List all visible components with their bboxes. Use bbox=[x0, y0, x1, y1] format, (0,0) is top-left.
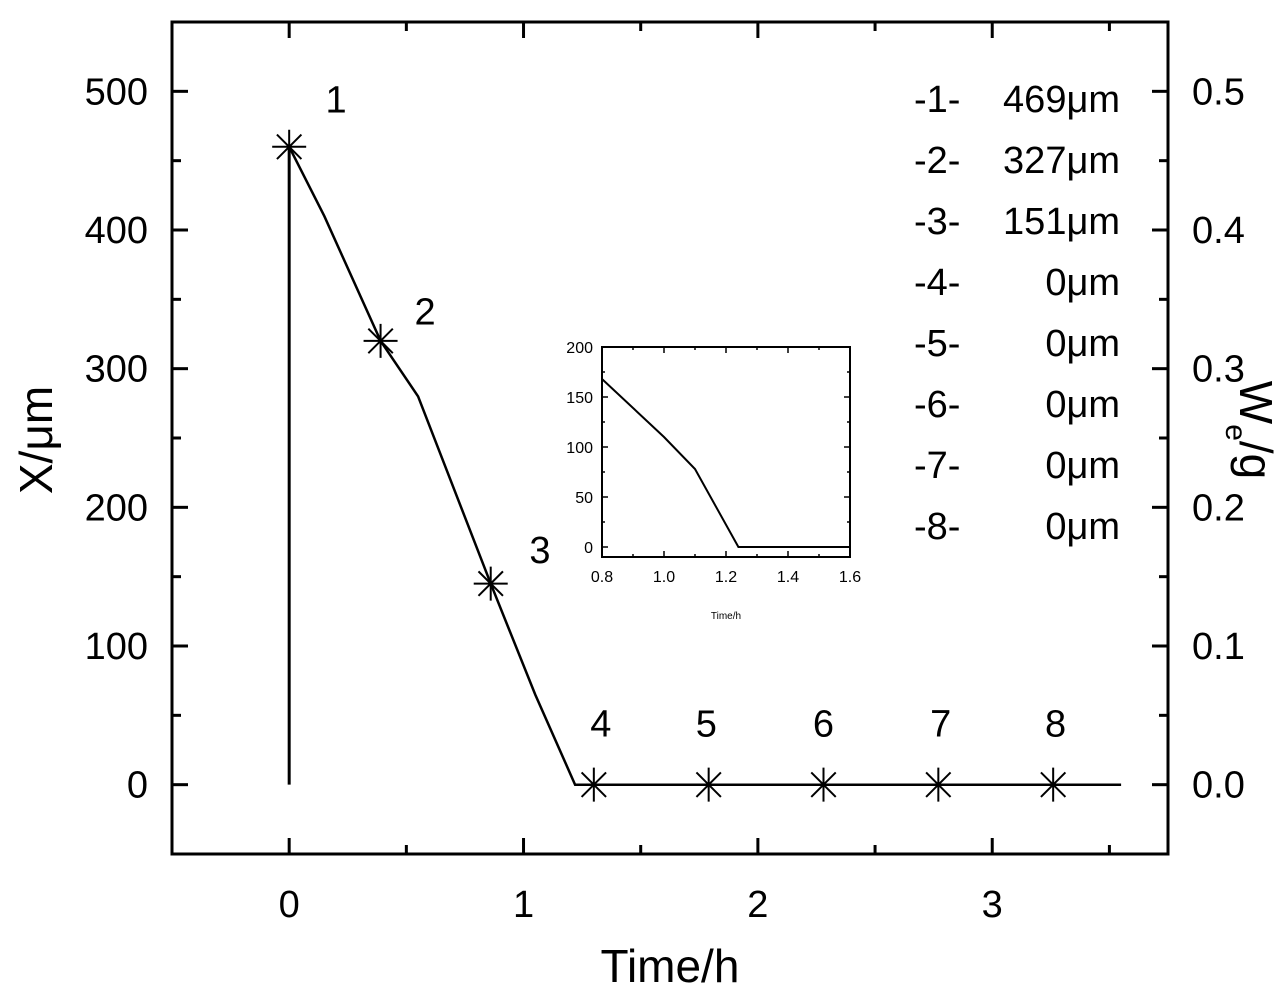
main-data-layer bbox=[272, 129, 1122, 802]
asterisk-stroke bbox=[806, 767, 841, 802]
legend-entry-id: -1- bbox=[914, 79, 960, 121]
inset-axis-tick-labels: 0.8 1.0 1.2 1.4 1.6 0 50 100 150 200 bbox=[566, 340, 861, 586]
legend-entry-value: 0μm bbox=[1045, 262, 1120, 304]
point-label: 5 bbox=[696, 703, 717, 745]
inset-y-tick-label: 200 bbox=[566, 340, 593, 357]
legend-entry-id: -3- bbox=[914, 201, 960, 243]
asterisk-marker bbox=[921, 767, 956, 802]
inset-x-tick-label: 0.8 bbox=[591, 569, 613, 586]
asterisk-stroke bbox=[473, 566, 508, 601]
x-tick-label: 0 bbox=[279, 884, 300, 926]
legend-entry-id: -5- bbox=[914, 323, 960, 365]
legend-entry-value: 327μm bbox=[1003, 140, 1120, 182]
legend-entry-id: -6- bbox=[914, 384, 960, 426]
legend-entry-value: 151μm bbox=[1003, 201, 1120, 243]
y-tick-label: 500 bbox=[85, 71, 148, 113]
y2-tick-label: 0.1 bbox=[1192, 626, 1245, 668]
point-label: 6 bbox=[813, 703, 834, 745]
y-tick-label: 200 bbox=[85, 487, 148, 529]
legend: -1- 469μm -2- 327μm -3- 151μm -4- 0μm -5- 0μm -6- 0… bbox=[914, 79, 1120, 548]
asterisk-marker bbox=[691, 767, 726, 802]
y-tick-label: 0 bbox=[127, 765, 148, 807]
asterisk-stroke bbox=[691, 767, 726, 802]
asterisk-stroke bbox=[1036, 767, 1071, 802]
y2-tick-label: 0.0 bbox=[1192, 765, 1245, 807]
y-axis-title: X/μm bbox=[10, 386, 62, 494]
inset-x-axis-title: Time/h bbox=[711, 611, 741, 622]
inset-y-tick-label: 100 bbox=[566, 440, 593, 457]
legend-entry-value: 0μm bbox=[1045, 384, 1120, 426]
asterisk-stroke bbox=[272, 129, 307, 164]
inset-axis-ticks bbox=[601, 346, 851, 557]
y-tick-label: 400 bbox=[85, 210, 148, 252]
point-label: 2 bbox=[415, 291, 436, 333]
inset-x-tick-label: 1.0 bbox=[653, 569, 675, 586]
asterisk-marker bbox=[1036, 767, 1071, 802]
inset-y-tick-label: 150 bbox=[566, 390, 593, 407]
inset-x-tick-label: 1.4 bbox=[777, 569, 799, 586]
inset-y-tick-label: 50 bbox=[575, 490, 593, 507]
legend-entry-id: -8- bbox=[914, 506, 960, 548]
legend-entry-value: 469μm bbox=[1003, 79, 1120, 121]
asterisk-marker bbox=[576, 767, 611, 802]
legend-entry-id: -4- bbox=[914, 262, 960, 304]
x-tick-label: 3 bbox=[982, 884, 1003, 926]
main-axis-ticks bbox=[172, 22, 1168, 854]
point-label: 8 bbox=[1045, 703, 1066, 745]
series-line bbox=[288, 146, 1122, 786]
y2-tick-label: 0.3 bbox=[1192, 349, 1245, 391]
y2-axis-title: We/g bbox=[1219, 381, 1282, 479]
inset-x-tick-label: 1.6 bbox=[839, 569, 861, 586]
inset-y-tick-label: 0 bbox=[584, 540, 593, 557]
asterisk-marker bbox=[806, 767, 841, 802]
asterisk-marker bbox=[473, 566, 508, 601]
y2-tick-label: 0.5 bbox=[1192, 71, 1245, 113]
legend-entry-id: -2- bbox=[914, 140, 960, 182]
legend-entry-value: 0μm bbox=[1045, 323, 1120, 365]
x-axis-title: Time/h bbox=[601, 940, 740, 992]
x-tick-label: 1 bbox=[513, 884, 534, 926]
asterisk-stroke bbox=[363, 323, 398, 358]
legend-entry-value: 0μm bbox=[1045, 506, 1120, 548]
point-label: 7 bbox=[930, 703, 951, 745]
inset-series-line bbox=[601, 378, 850, 548]
y-tick-label: 300 bbox=[85, 349, 148, 391]
x-tick-label: 2 bbox=[747, 884, 768, 926]
point-label: 1 bbox=[325, 79, 346, 121]
point-label: 3 bbox=[529, 530, 550, 572]
y2-tick-label: 0.4 bbox=[1192, 210, 1245, 252]
legend-entry-value: 0μm bbox=[1045, 445, 1120, 487]
inset-x-tick-label: 1.2 bbox=[715, 569, 737, 586]
point-labels: 1 2 3 4 5 6 7 8 bbox=[325, 79, 1066, 745]
asterisk-marker bbox=[363, 323, 398, 358]
asterisk-marker bbox=[272, 129, 307, 164]
inset-plot-frame bbox=[601, 346, 851, 558]
y-tick-label: 100 bbox=[85, 626, 148, 668]
point-label: 4 bbox=[590, 703, 611, 745]
asterisk-stroke bbox=[576, 767, 611, 802]
asterisk-stroke bbox=[921, 767, 956, 802]
inset-data-layer bbox=[601, 378, 850, 548]
y2-tick-label: 0.2 bbox=[1192, 487, 1245, 529]
legend-entry-id: -7- bbox=[914, 445, 960, 487]
